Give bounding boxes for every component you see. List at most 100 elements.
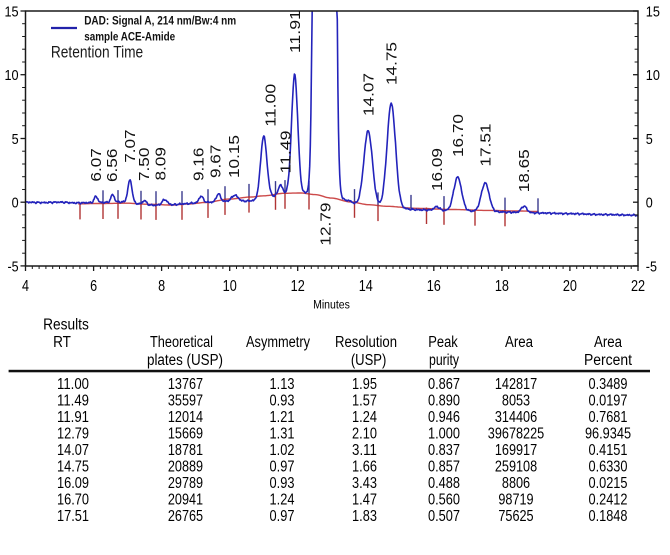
svg-text:11.00: 11.00 — [57, 376, 89, 393]
svg-text:9.16: 9.16 — [192, 148, 208, 181]
svg-text:3.43: 3.43 — [352, 475, 377, 492]
svg-text:29789: 29789 — [168, 475, 203, 492]
svg-text:14.07: 14.07 — [57, 442, 89, 459]
svg-text:20: 20 — [563, 278, 577, 295]
svg-text:0: 0 — [646, 195, 653, 212]
svg-text:18: 18 — [495, 278, 509, 295]
svg-text:11.91: 11.91 — [288, 10, 304, 53]
svg-text:16.09: 16.09 — [430, 148, 446, 191]
svg-text:15669: 15669 — [168, 426, 203, 443]
svg-text:0.3489: 0.3489 — [589, 376, 628, 393]
svg-text:1.66: 1.66 — [352, 459, 377, 476]
svg-text:14.07: 14.07 — [361, 73, 377, 116]
svg-text:1.21: 1.21 — [270, 409, 295, 426]
svg-text:0.507: 0.507 — [428, 508, 460, 525]
svg-text:RT: RT — [53, 334, 71, 351]
svg-text:13767: 13767 — [168, 376, 203, 393]
svg-text:(USP): (USP) — [351, 352, 387, 369]
svg-text:8806: 8806 — [502, 475, 530, 492]
svg-text:0.1848: 0.1848 — [589, 508, 628, 525]
svg-text:0: 0 — [12, 195, 19, 212]
svg-text:0.560: 0.560 — [428, 492, 460, 509]
svg-text:9.67: 9.67 — [209, 145, 225, 178]
svg-text:142817: 142817 — [495, 376, 537, 393]
svg-text:Retention Time: Retention Time — [51, 42, 143, 61]
svg-text:Peak: Peak — [428, 334, 458, 351]
svg-text:0.0197: 0.0197 — [589, 392, 628, 409]
svg-text:-5: -5 — [646, 258, 657, 275]
svg-text:20889: 20889 — [168, 459, 203, 476]
svg-text:12014: 12014 — [168, 409, 204, 426]
svg-text:1.47: 1.47 — [352, 492, 377, 509]
svg-text:10.15: 10.15 — [227, 135, 243, 178]
svg-text:16.70: 16.70 — [57, 492, 89, 509]
svg-text:plates (USP): plates (USP) — [147, 352, 223, 369]
svg-text:0.93: 0.93 — [270, 475, 295, 492]
svg-text:17.51: 17.51 — [478, 124, 494, 167]
svg-text:8.09: 8.09 — [154, 147, 170, 180]
svg-text:22: 22 — [631, 278, 645, 295]
svg-text:14: 14 — [359, 278, 373, 295]
svg-text:11.49: 11.49 — [279, 131, 295, 174]
svg-text:0.4151: 0.4151 — [589, 442, 628, 459]
svg-text:16.09: 16.09 — [57, 475, 89, 492]
svg-text:0.97: 0.97 — [270, 508, 295, 525]
svg-text:15: 15 — [646, 3, 660, 20]
svg-text:1.24: 1.24 — [352, 409, 377, 426]
svg-text:Theoretical: Theoretical — [150, 334, 213, 351]
svg-text:10: 10 — [646, 67, 660, 84]
svg-text:0.890: 0.890 — [428, 392, 460, 409]
svg-text:6.07: 6.07 — [89, 148, 105, 181]
svg-text:Minutes: Minutes — [313, 297, 350, 311]
svg-text:96.9345: 96.9345 — [585, 426, 631, 443]
svg-text:11.49: 11.49 — [57, 392, 89, 409]
svg-text:purity: purity — [429, 352, 459, 369]
svg-text:5: 5 — [12, 131, 19, 148]
svg-text:Results: Results — [43, 316, 89, 333]
svg-text:2.10: 2.10 — [352, 426, 377, 443]
svg-text:-5: -5 — [8, 258, 19, 275]
svg-text:35597: 35597 — [168, 392, 203, 409]
svg-text:15: 15 — [5, 3, 19, 20]
svg-text:18781: 18781 — [168, 442, 203, 459]
svg-text:Area: Area — [505, 334, 533, 351]
svg-text:14.75: 14.75 — [57, 459, 89, 476]
svg-text:Asymmetry: Asymmetry — [246, 334, 310, 351]
svg-text:6: 6 — [90, 278, 97, 295]
svg-text:6.56: 6.56 — [105, 149, 121, 182]
svg-text:7.50: 7.50 — [137, 148, 153, 181]
svg-text:169917: 169917 — [495, 442, 537, 459]
svg-text:314406: 314406 — [495, 409, 537, 426]
svg-text:1.13: 1.13 — [270, 376, 295, 393]
svg-text:Percent: Percent — [584, 352, 633, 369]
svg-text:75625: 75625 — [498, 508, 533, 525]
svg-text:26765: 26765 — [168, 508, 203, 525]
svg-text:259108: 259108 — [495, 459, 537, 476]
svg-text:0.93: 0.93 — [270, 392, 295, 409]
svg-text:8: 8 — [158, 278, 165, 295]
svg-text:11.91: 11.91 — [57, 409, 89, 426]
svg-text:sample ACE-Amide: sample ACE-Amide — [84, 30, 175, 44]
svg-text:0.857: 0.857 — [428, 459, 460, 476]
svg-text:1.000: 1.000 — [428, 426, 460, 443]
svg-text:1.57: 1.57 — [352, 392, 377, 409]
svg-text:12.79: 12.79 — [57, 426, 89, 443]
svg-text:8053: 8053 — [502, 392, 530, 409]
svg-text:1.95: 1.95 — [352, 376, 377, 393]
svg-text:98719: 98719 — [498, 492, 533, 509]
svg-text:12.79: 12.79 — [319, 203, 335, 246]
svg-text:0.946: 0.946 — [428, 409, 460, 426]
svg-text:DAD: Signal A, 214 nm/Bw:4 nm: DAD: Signal A, 214 nm/Bw:4 nm — [84, 14, 236, 28]
svg-text:1.83: 1.83 — [352, 508, 377, 525]
svg-text:12: 12 — [291, 278, 305, 295]
svg-text:0.2412: 0.2412 — [589, 492, 628, 509]
svg-text:0.97: 0.97 — [270, 459, 295, 476]
svg-text:16.70: 16.70 — [451, 114, 467, 157]
svg-text:16: 16 — [427, 278, 441, 295]
svg-text:0.867: 0.867 — [428, 376, 460, 393]
svg-text:0.837: 0.837 — [428, 442, 460, 459]
svg-text:0.6330: 0.6330 — [589, 459, 628, 476]
svg-text:17.51: 17.51 — [57, 508, 89, 525]
svg-text:Resolution: Resolution — [335, 334, 397, 351]
svg-text:0.0215: 0.0215 — [589, 475, 628, 492]
